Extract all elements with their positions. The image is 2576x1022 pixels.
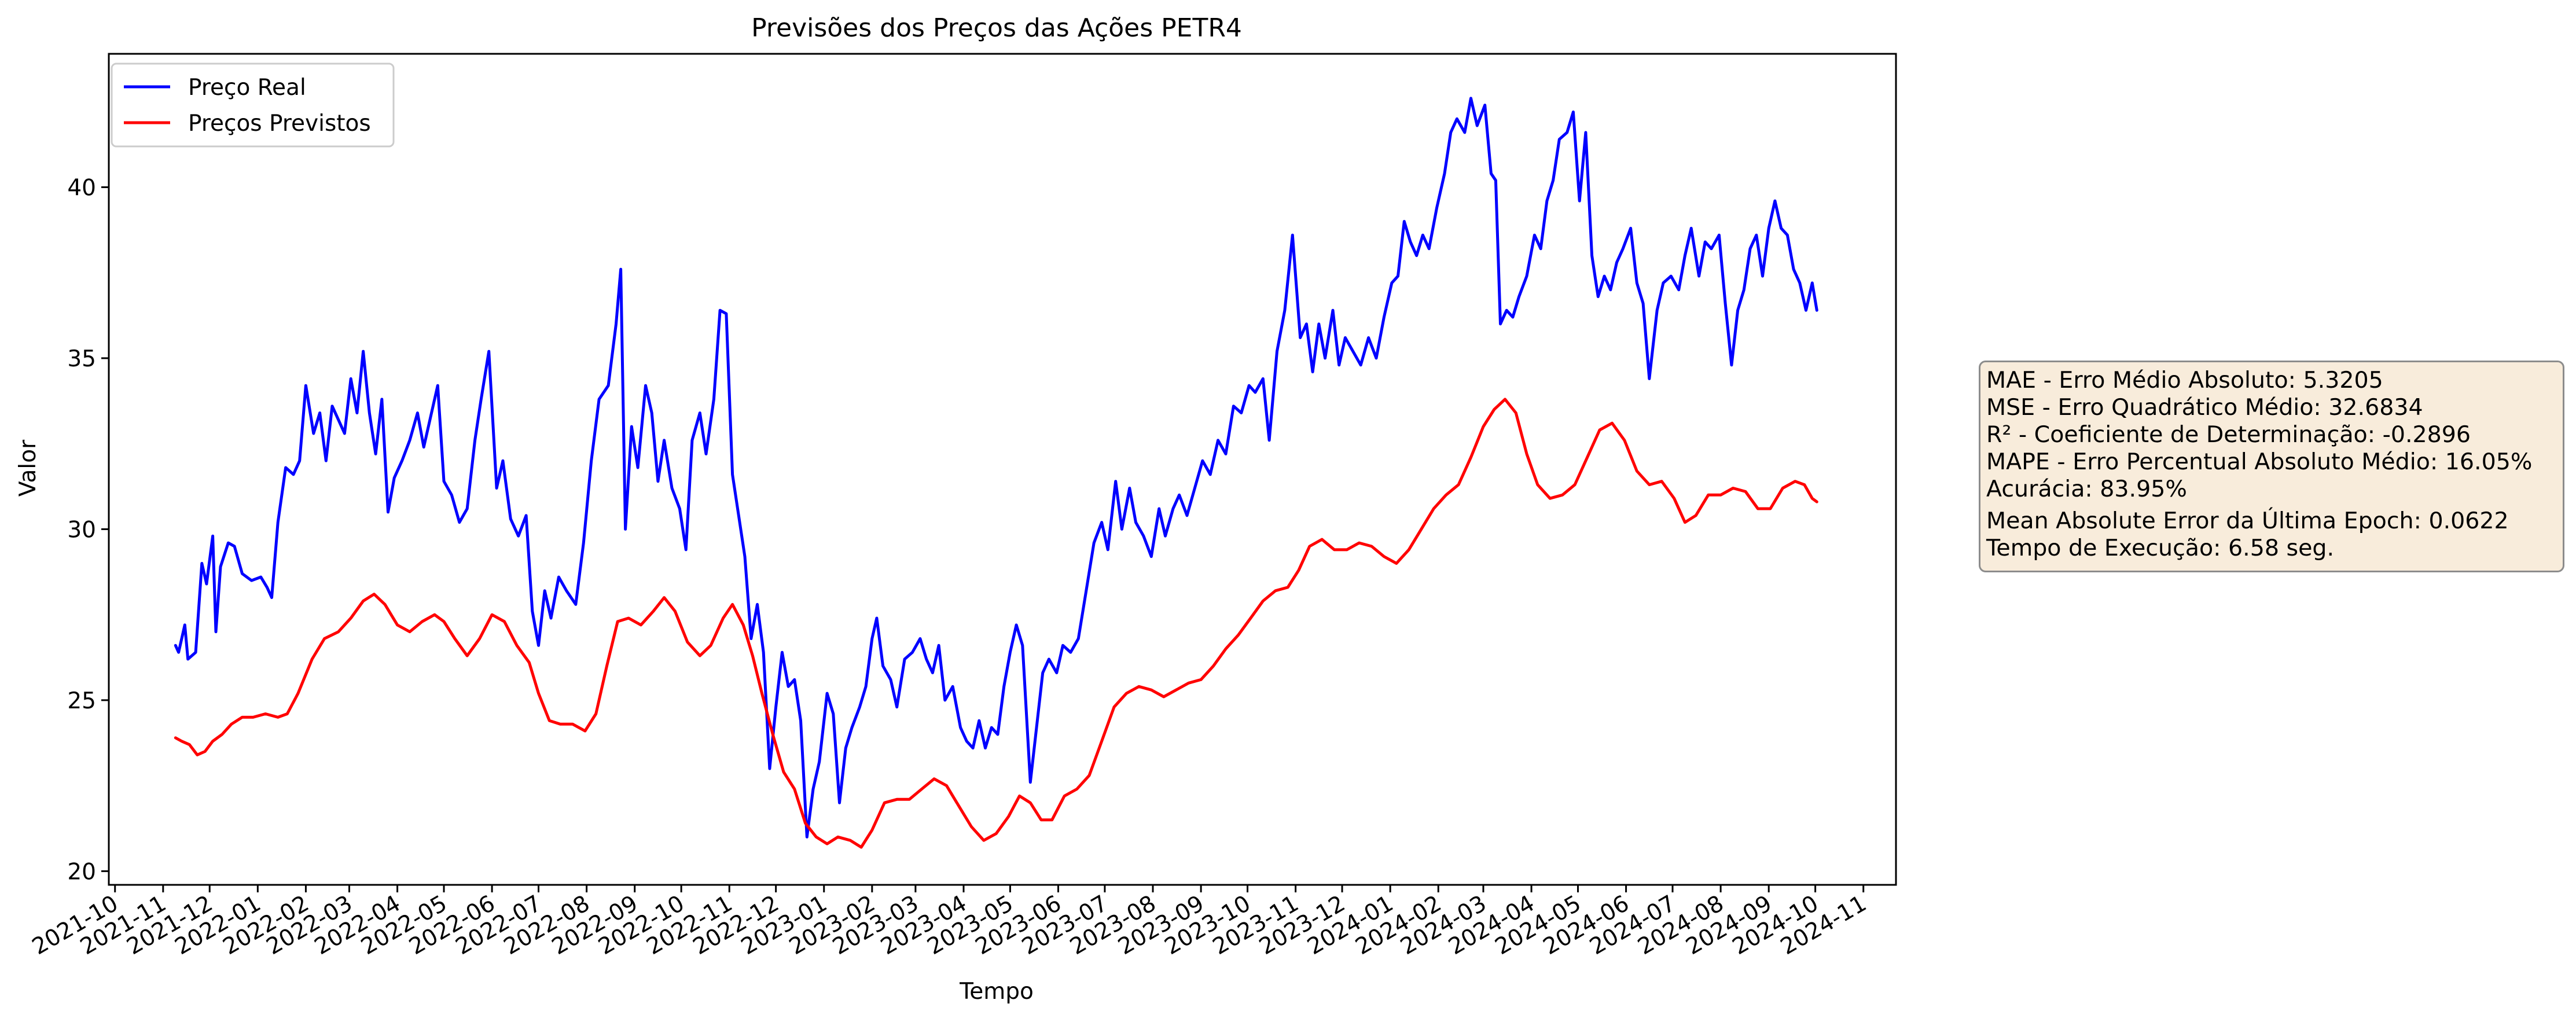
chart-title: Previsões dos Preços das Ações PETR4 [751,13,1242,43]
legend-label: Preços Previstos [188,111,371,137]
y-axis-ticks: 20 25 30 35 40 [67,175,109,885]
metric-last-epoch: Mean Absolute Error da Última Epoch: 0.0… [1986,508,2509,534]
y-tick-label: 35 [67,346,96,372]
metric-accuracy: Acurácia: 83.95% [1986,476,2187,502]
legend-frame [111,63,395,148]
metric-exec-time: Tempo de Execução: 6.58 seg. [1986,535,2335,561]
x-axis-label: Tempo [959,979,1034,1005]
metric-mape: MAPE - Erro Percentual Absoluto Médio: 1… [1986,448,2533,475]
metrics-box: MAE - Erro Médio Absoluto: 5.3205 MSE - … [1979,361,2564,572]
x-axis-ticks: 2021-102021-112021-122022-012022-022022-… [28,885,1871,960]
plot-area-frame [108,53,1897,886]
metric-r2: R² - Coeficiente de Determinação: -0.289… [1986,421,2471,448]
y-tick-label: 25 [67,688,96,714]
legend: Preço Real Preços Previstos [111,63,395,148]
y-tick-label: 20 [67,859,96,885]
y-axis-label: Valor [15,439,41,497]
y-tick-label: 40 [67,175,96,201]
series-line-real-price [174,97,1818,839]
metric-mse: MSE - Erro Quadrático Médio: 32.6834 [1986,394,2423,421]
series-layer [174,97,1818,849]
y-tick-label: 30 [67,517,96,543]
legend-label: Preço Real [188,75,306,101]
metric-mae: MAE - Erro Médio Absoluto: 5.3205 [1986,367,2383,394]
series-line-predicted-price [174,398,1818,849]
